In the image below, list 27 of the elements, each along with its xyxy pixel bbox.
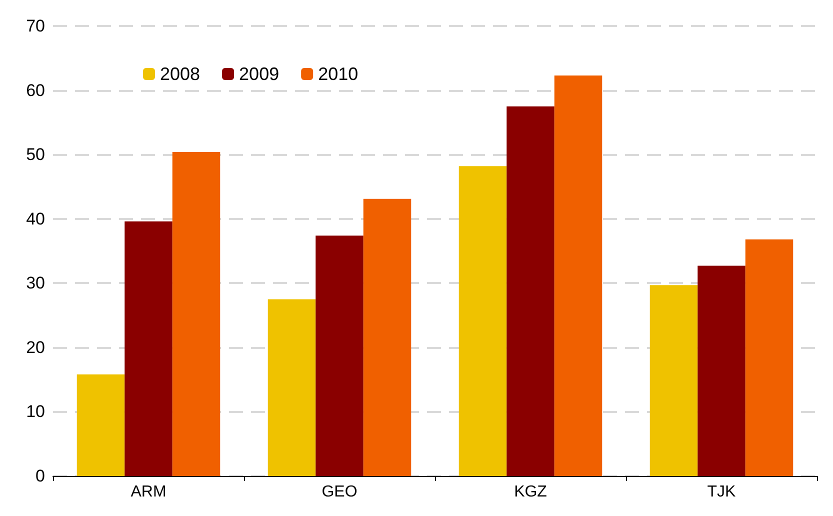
- x-tick-label: TJK: [707, 484, 736, 500]
- legend-label: 2010: [318, 64, 358, 84]
- bar: [745, 239, 794, 476]
- y-tick-label: 0: [36, 466, 45, 486]
- bar: [650, 285, 698, 476]
- bar: [172, 152, 220, 476]
- y-tick-label: 40: [26, 209, 45, 228]
- y-tick-label: 20: [26, 338, 45, 357]
- bar: [124, 221, 172, 476]
- y-tick-label: 70: [26, 16, 45, 36]
- x-tick-label: KGZ: [514, 484, 548, 500]
- bar: [458, 166, 507, 476]
- bar: [698, 266, 746, 476]
- x-tick-label: ARM: [130, 484, 166, 500]
- legend-label: 2008: [160, 64, 200, 84]
- y-tick-label: 10: [26, 402, 45, 422]
- bar: [268, 299, 316, 476]
- bar: [76, 374, 125, 476]
- y-tick-label: 30: [26, 274, 45, 293]
- bar: [506, 106, 554, 476]
- y-tick-label: 50: [26, 145, 45, 164]
- x-tick-label: GEO: [322, 484, 358, 500]
- bar: [554, 76, 602, 476]
- bar: [363, 198, 412, 476]
- legend-label: 2009: [239, 64, 280, 84]
- bar: [316, 236, 364, 476]
- y-tick-label: 60: [26, 80, 45, 100]
